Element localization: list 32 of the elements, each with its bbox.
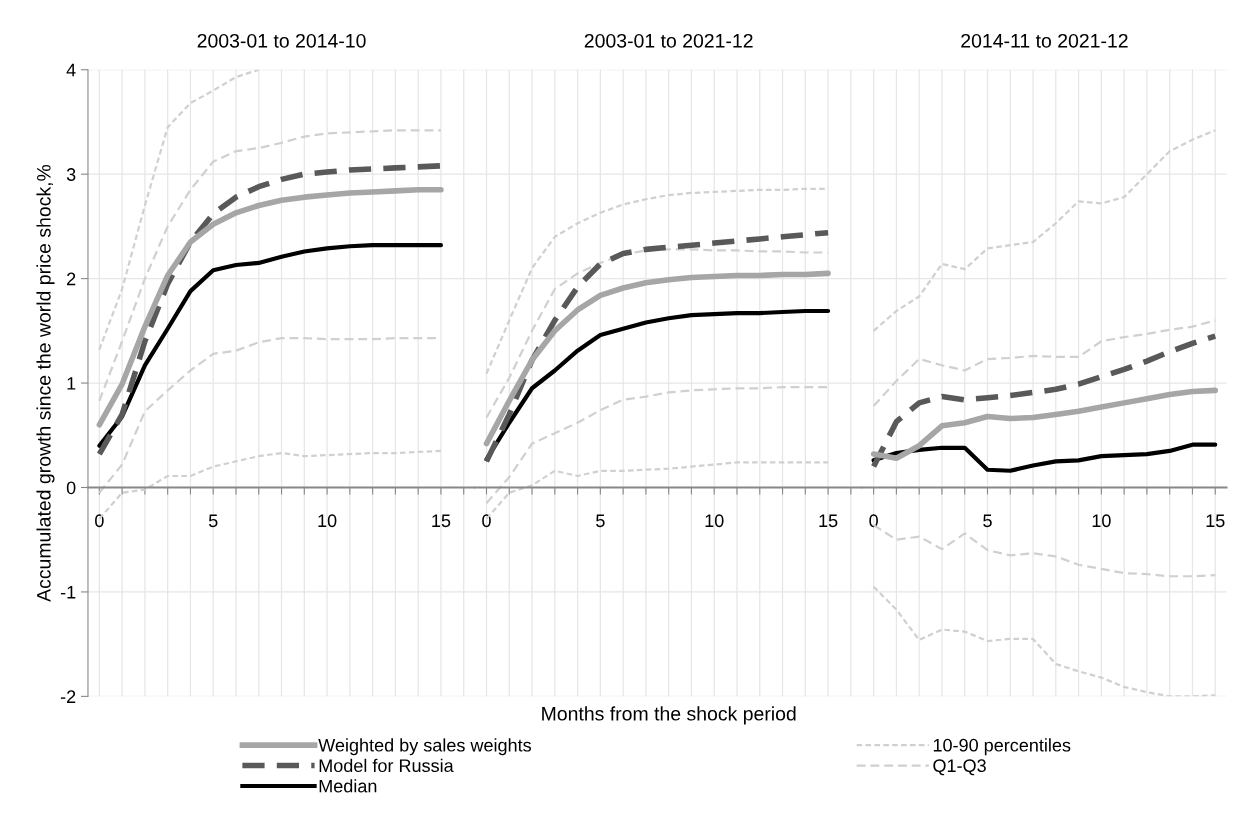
y-tick-label: -1: [60, 586, 76, 599]
x-tick-label: 15: [432, 514, 451, 528]
x-tick-label: 5: [596, 514, 605, 528]
x-tick-label: 10: [1092, 514, 1111, 528]
x-tick-label: 0: [482, 514, 491, 528]
chart-title: 2014-11 to 2021-12: [961, 33, 1128, 48]
y-axis-title: Accumulated growth since the world price shock,%: [36, 164, 55, 602]
legend-label: Median: [319, 779, 377, 793]
legend-label: Q1-Q3: [933, 759, 986, 776]
legend-label: 10-90 percentiles: [933, 738, 1071, 756]
y-tick-label: 4: [66, 63, 76, 77]
x-axis-title: Months from the shock period: [542, 706, 796, 725]
y-tick-label: 2: [67, 272, 76, 286]
chart-title: 2003-01 to 2021-12: [584, 33, 753, 48]
y-tick-label: -2: [60, 690, 76, 703]
y-tick-label: 1: [67, 377, 76, 390]
x-tick-label: 15: [1206, 514, 1225, 528]
line-series: [98, 69, 260, 351]
line-series: [98, 129, 443, 402]
legend-label: Model for Russia: [319, 758, 454, 773]
x-tick-label: 10: [318, 514, 337, 528]
x-tick-label: 0: [95, 514, 104, 528]
y-tick-label: 3: [66, 168, 76, 181]
chart-title: 2003-01 to 2014-10: [197, 33, 366, 48]
x-tick-label: 5: [208, 514, 218, 528]
x-tick-label: 10: [705, 514, 724, 528]
x-tick-label: 0: [869, 514, 878, 528]
y-tick-label: 0: [66, 481, 76, 495]
x-tick-label: 15: [819, 514, 838, 528]
legend-label: Weighted by sales weights: [318, 738, 531, 756]
line-series: [97, 243, 444, 448]
x-tick-label: 5: [983, 514, 992, 528]
